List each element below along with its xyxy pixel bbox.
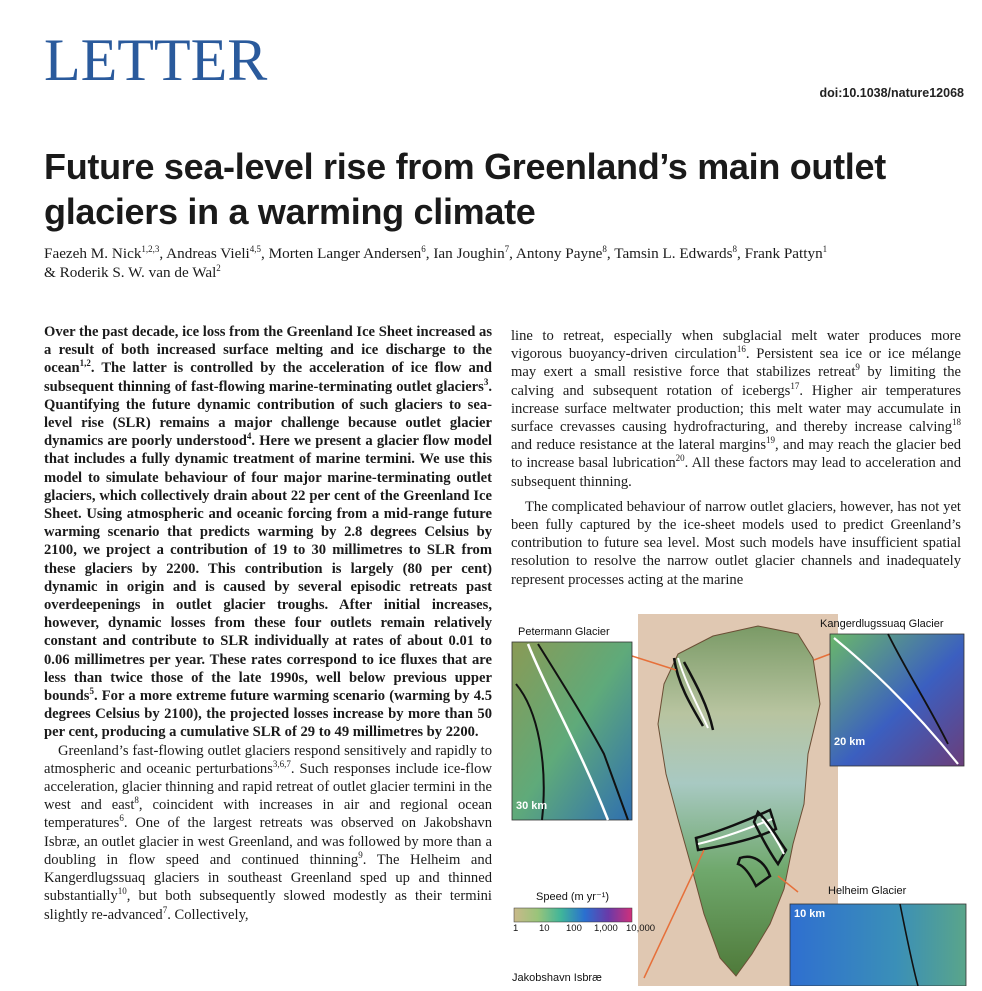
author-name: , Andreas Vieli [159, 245, 250, 262]
jakobshavn-label: Jakobshavn Isbræ [512, 972, 602, 984]
body-paragraph: line to retreat, especially when subglac… [511, 328, 962, 490]
greenland-map-graphic [511, 614, 967, 987]
colorbar-tick: 1 [513, 923, 519, 934]
section-header: LETTER [44, 27, 268, 93]
kanger-label: Kangerdlugssuaq Glacier [820, 618, 944, 630]
author-name: & Roderik S. W. van de Wal [44, 264, 217, 281]
jakobshavn-outline [694, 808, 778, 852]
right-column: line to retreat, especially when subglac… [511, 327, 961, 589]
affiliation-ref: 6 [421, 243, 426, 254]
figure-greenland-map: Petermann Glacier Kangerdlugssuaq Glacie… [508, 614, 968, 987]
author-name: , Tamsin L. Edwards [606, 245, 733, 262]
author-name: Faezeh M. Nick [44, 245, 142, 262]
colorbar-tick: 10,000 [626, 923, 656, 934]
speed-legend-title: Speed (m yr⁻¹) [536, 891, 610, 903]
author-name: , Antony Payne [509, 245, 603, 262]
left-column: Over the past decade, ice loss from the … [44, 323, 492, 924]
author-list: Faezeh M. Nick1,2,3, Andreas Vieli4,5, M… [44, 244, 964, 282]
speed-colorbar [513, 907, 633, 923]
petermann-inset [511, 641, 633, 821]
colorbar-tick: 1,000 [594, 923, 618, 934]
body-paragraph: The complicated behaviour of narrow outl… [511, 498, 961, 588]
body-paragraph: Greenland’s fast-flowing outlet glaciers… [44, 742, 492, 923]
colorbar-tick: 100 [566, 923, 582, 934]
petermann-outline [672, 657, 705, 727]
scale-bar-10km: 10 km [794, 908, 826, 920]
author-name: , Frank Pattyn [737, 245, 823, 262]
affiliation-ref: 8 [732, 243, 738, 254]
colorbar-tick: 10 [539, 923, 550, 934]
article-title: Future sea-level rise from Greenland’s m… [44, 146, 886, 232]
kanger-outline [752, 809, 788, 867]
affiliation-ref: 1 [822, 243, 828, 254]
helheim-inset [789, 903, 967, 987]
scale-bar-30km: 30 km [516, 800, 548, 812]
helheim-outline [736, 855, 772, 888]
affiliation-ref: 7 [504, 243, 510, 254]
affiliation-ref: 4,5 [249, 243, 262, 254]
affiliation-ref: 8 [602, 243, 607, 254]
abstract: Over the past decade, ice loss from the … [44, 324, 492, 741]
doi: doi:10.1038/nature12068 [819, 86, 964, 100]
petermann-label: Petermann Glacier [518, 626, 610, 638]
affiliation-ref: 2 [216, 262, 221, 273]
author-name: , Ian Joughin [425, 245, 505, 262]
affiliation-ref: 1,2,3 [141, 243, 160, 254]
helheim-label: Helheim Glacier [828, 885, 907, 897]
ice-sheet [657, 625, 821, 977]
scale-bar-20km: 20 km [834, 736, 866, 748]
author-name: , Morten Langer Andersen [261, 245, 422, 262]
